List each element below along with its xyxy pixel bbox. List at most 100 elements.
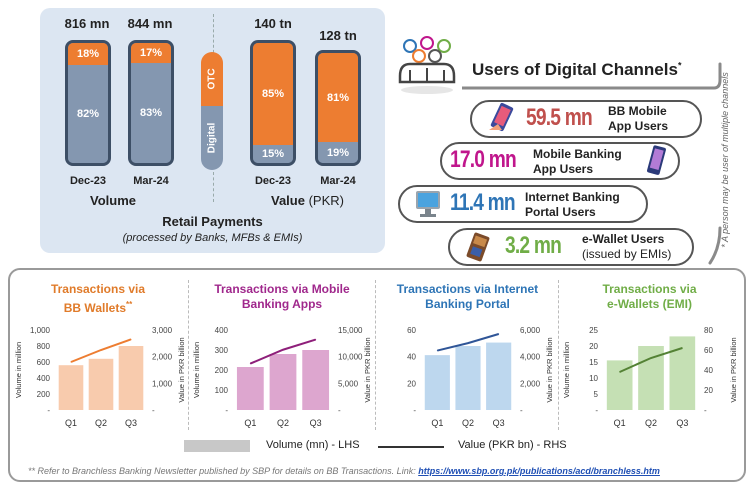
legend-bar-label: Volume (mn) - LHS (266, 439, 360, 451)
value-label: Value (271, 193, 305, 208)
y2-axis-label: Value in PKR billion (177, 337, 186, 402)
value-bar-dec23: 85% 15% (250, 40, 296, 166)
volume-bar-mar24-otc: 17% (131, 43, 171, 64)
y2-axis-label: Value in PKR billion (363, 337, 372, 402)
x-tick-label: Q3 (310, 418, 322, 428)
otc-legend-label: OTC (206, 68, 218, 90)
chart-bb-wallets: - 200 400 600 800 1,000 - 1,000 2,000 3,000 Volume… (14, 326, 186, 428)
legend-line-label: Value (PKR bn) - RHS (458, 439, 567, 451)
volume-period-dec23: Dec-23 (69, 175, 107, 187)
chart-internet-banking: - 20 40 60 - 2,000 4,000 6,000 Value in PKR bill… (407, 326, 554, 428)
volume-bar-dec23: 18% 82% (65, 40, 111, 166)
retail-payments-subtitle: (processed by Banks, MFBs & EMIs) (122, 232, 303, 244)
y-tick-label: 40 (407, 353, 416, 362)
value-point-q2 (282, 349, 284, 351)
wallet-icon (466, 232, 490, 262)
volume-bar-mar24: 17% 83% (128, 40, 174, 166)
chart-title-ewallets: Transactions via e-Wallets (EMI) (602, 282, 697, 311)
value-point-q2 (650, 357, 652, 359)
value-point-q3 (130, 338, 132, 340)
y2-tick-label: - (152, 406, 155, 415)
x-tick-label: Q2 (462, 418, 474, 428)
bar-q3 (486, 342, 512, 410)
value-bar-dec23-otc: 85% (253, 43, 293, 145)
chart-title-internet-banking: Transactions via Internet Banking Portal (396, 282, 539, 311)
value-point-q2 (100, 349, 102, 351)
divider-bottom (213, 172, 214, 202)
x-tick-label: Q3 (493, 418, 505, 428)
bar-q1 (424, 355, 450, 410)
y2-tick-label: 1,000 (152, 379, 173, 388)
legend-line-swatch (378, 446, 444, 448)
volume-period-mar24: Mar-24 (133, 175, 169, 187)
x-tick-label: Q2 (645, 418, 657, 428)
chart-separator-2 (375, 280, 376, 430)
y-tick-label: 20 (589, 342, 598, 351)
value-label-group: Value (PKR) (271, 193, 344, 208)
y2-tick-label: 2,000 (520, 379, 541, 388)
y-axis-label: Volume in million (14, 342, 23, 398)
x-tick-label: Q1 (614, 418, 626, 428)
y-tick-label: 10 (589, 374, 598, 383)
y2-tick-label: - (704, 406, 707, 415)
y-axis-label: Volume in million (562, 342, 571, 398)
x-tick-label: Q1 (431, 418, 443, 428)
y-tick-label: 1,000 (30, 326, 51, 335)
chart-title-bb-wallets: Transactions via BB Wallets** (50, 282, 146, 315)
users-connector-curve (462, 62, 722, 265)
value-point-q1 (619, 371, 621, 373)
y2-tick-label: 4,000 (520, 353, 541, 362)
bar-q1 (58, 365, 84, 410)
user-label-mobile-banking: Mobile Banking App Users (533, 147, 622, 176)
x-tick-label: Q1 (65, 418, 77, 428)
bar-q2 (88, 358, 114, 410)
y2-tick-label: 10,000 (338, 353, 363, 362)
volume-total-dec23: 816 mn (64, 16, 110, 31)
y2-tick-label: 6,000 (520, 326, 541, 335)
y2-tick-label: - (338, 406, 341, 415)
y-tick-label: - (47, 406, 50, 415)
y-tick-label: 60 (407, 326, 416, 335)
users-note-wrap: * A person may be user of multiple chann… (718, 60, 732, 260)
y-tick-label: 20 (407, 379, 416, 388)
value-point-q3 (498, 333, 500, 335)
y-tick-label: 100 (215, 386, 229, 395)
chart-ewallets: - 5 10 15 20 25 - 20 40 60 80 Volume in million Valu… (562, 326, 738, 428)
y-tick-label: 400 (215, 326, 229, 335)
digital-legend-label: Digital (206, 122, 218, 154)
value-bar-dec23-digital: 15% (253, 145, 293, 163)
computer-icon (416, 191, 440, 217)
bar-q1 (236, 367, 264, 410)
x-tick-label: Q3 (125, 418, 137, 428)
y-tick-label: 15 (589, 358, 598, 367)
legend-bar-swatch (184, 440, 250, 452)
value-bar-mar24: 81% 19% (315, 50, 361, 166)
y-tick-label: 600 (37, 358, 51, 367)
user-value-internet-banking: 11.4 mn (450, 189, 516, 216)
y2-axis-label: Value in PKR billion (545, 337, 554, 402)
bar-q3 (118, 346, 144, 410)
value-point-q3 (681, 347, 683, 349)
footnote-link[interactable]: https://www.sbp.org.pk/publications/acd/… (418, 466, 660, 476)
y-tick-label: 5 (594, 390, 599, 399)
user-row-mobile-banking (440, 142, 680, 180)
y-tick-label: 300 (215, 346, 229, 355)
x-tick-label: Q2 (277, 418, 289, 428)
chart-separator-1 (188, 280, 189, 430)
value-bar-mar24-otc: 81% (318, 53, 358, 143)
y-tick-label: 800 (37, 342, 51, 351)
volume-bar-dec23-digital: 82% (68, 64, 108, 163)
value-point-q1 (436, 350, 438, 352)
chart-mobile-banking: - 100 200 300 400 - 5,000 10,000 15,000 Volume in… (192, 326, 372, 428)
y-axis-label: Volume in million (192, 342, 201, 398)
otc-digital-legend-pill: OTC Digital (201, 52, 223, 170)
y2-tick-label: 15,000 (338, 326, 363, 335)
y-tick-label: 200 (215, 366, 229, 375)
y2-tick-label: - (520, 406, 523, 415)
x-tick-label: Q2 (95, 418, 107, 428)
retail-payments-title: Retail Payments (162, 214, 263, 229)
user-value-mobile-banking: 17.0 mn (450, 146, 517, 173)
mobile-phone-icon (489, 102, 514, 132)
value-point-q3 (315, 339, 317, 341)
volume-bar-mar24-digital: 83% (131, 63, 171, 163)
